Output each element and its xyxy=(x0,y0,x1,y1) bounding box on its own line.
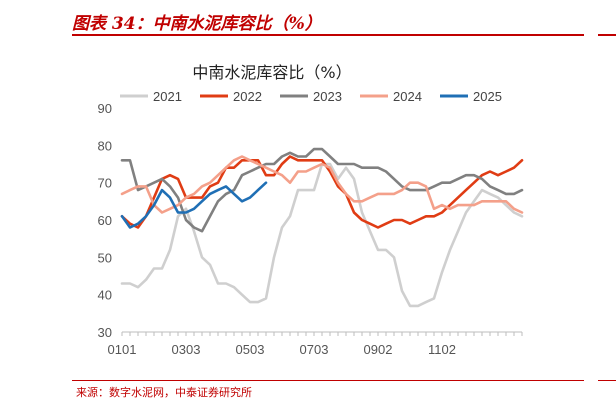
y-tick-label: 60 xyxy=(98,213,112,228)
series-line-2023 xyxy=(120,147,524,233)
line-chart: 中南水泥库容比（%） 2021 2022 2023 2024 2025 30 40 50 60… xyxy=(98,63,524,357)
legend-label-2022: 2022 xyxy=(233,89,262,104)
series-line-2025 xyxy=(120,181,268,229)
legend-label-2024: 2024 xyxy=(393,89,422,104)
y-tick-label: 30 xyxy=(98,325,112,340)
y-axis: 30 40 50 60 70 80 90 xyxy=(98,101,112,340)
x-tick-label: 0101 xyxy=(108,342,137,357)
x-tick-label: 0303 xyxy=(172,342,201,357)
bottom-rule-right xyxy=(598,380,616,381)
x-tick-label: 0703 xyxy=(300,342,329,357)
series-group xyxy=(120,147,524,308)
y-tick-label: 50 xyxy=(98,250,112,265)
y-tick-label: 40 xyxy=(98,288,112,303)
figure-title: 图表 34：中南水泥库容比（%） xyxy=(72,14,322,34)
bottom-rule xyxy=(72,380,584,381)
x-axis: 0101 0303 0503 0703 0902 1102 xyxy=(108,331,523,357)
source-note: 来源：数字水泥网，中泰证券研究所 xyxy=(76,386,252,399)
legend: 2021 2022 2023 2024 2025 xyxy=(120,89,502,104)
x-tick-label: 1102 xyxy=(428,342,456,357)
top-rule xyxy=(72,34,584,36)
legend-label-2025: 2025 xyxy=(473,89,502,104)
legend-label-2023: 2023 xyxy=(313,89,342,104)
chart-title: 中南水泥库容比（%） xyxy=(192,63,351,82)
top-rule-right xyxy=(598,34,616,36)
y-tick-label: 90 xyxy=(98,101,112,116)
x-tick-label: 0902 xyxy=(364,342,393,357)
series-line-2024 xyxy=(120,155,524,214)
x-tick-label: 0503 xyxy=(236,342,265,357)
y-tick-label: 80 xyxy=(98,138,112,153)
y-tick-label: 70 xyxy=(98,176,112,191)
legend-label-2021: 2021 xyxy=(153,89,182,104)
